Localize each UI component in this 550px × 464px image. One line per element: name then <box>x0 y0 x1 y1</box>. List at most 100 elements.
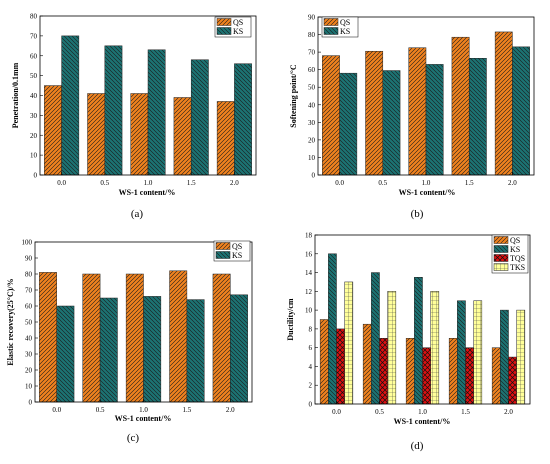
bar-ks-0.5 <box>104 45 123 176</box>
bar-ks-2.0 <box>230 294 248 403</box>
y-tick-label: 70 <box>30 32 38 40</box>
legend-swatch-ks <box>215 251 231 259</box>
bar-tks-0.5 <box>387 291 397 405</box>
x-tick-label: 1.0 <box>418 408 427 416</box>
chart-panel: 0 10 20 30 40 50 60 70 80 90 100 0.0 0.5 1.0 1.5 2.0 WS-… <box>6 239 253 444</box>
x-tick-label: 1.0 <box>422 179 431 187</box>
y-tick-label: 50 <box>30 72 38 80</box>
y-tick-label: 50 <box>25 319 33 327</box>
bar-qs-0.5 <box>365 50 384 176</box>
bar-tqs-0.5 <box>379 338 388 405</box>
y-tick-label: 8 <box>309 325 313 333</box>
y-tick-label: 20 <box>308 136 316 144</box>
x-tick-label: 1.5 <box>465 179 474 187</box>
chart-panel: 0 2 4 6 8 10 12 14 16 18 0.0 0.5 1.0 1.5 2.0 WS-1 conte… <box>286 232 531 452</box>
bar-tqs-0.0 <box>336 328 345 405</box>
x-tick-label: 0.0 <box>57 179 66 187</box>
y-tick-label: 10 <box>25 383 33 391</box>
x-tick-label: 0.0 <box>332 408 341 416</box>
y-tick-label: 80 <box>308 31 316 39</box>
x-axis-label: WS-1 content/% <box>399 188 456 197</box>
x-tick-label: 2.0 <box>230 179 239 187</box>
x-tick-label: 0.0 <box>52 406 61 414</box>
bar-ks-1.5 <box>468 58 487 176</box>
legend-label-tqs: TQS <box>510 254 525 263</box>
y-tick-label: 70 <box>308 49 316 57</box>
y-tick-label: 0 <box>34 172 38 180</box>
legend-label-tks: TKS <box>510 263 525 272</box>
legend-swatch-tqs <box>493 254 509 262</box>
bar-tks-1.5 <box>473 300 483 405</box>
x-tick-label: 0.5 <box>375 408 384 416</box>
bar-qs-1.5 <box>451 36 470 176</box>
bar-ks-0.5 <box>371 272 380 405</box>
bar-tqs-1.5 <box>465 347 474 405</box>
bar-ks-1.5 <box>186 299 205 403</box>
legend-swatch-ks <box>216 27 232 35</box>
x-tick-label: 1.5 <box>187 179 196 187</box>
y-axis-label: Penetration/0.1mm <box>11 62 20 128</box>
x-axis-label: WS-1 content/% <box>115 414 172 423</box>
bar-qs-1.5 <box>173 97 192 176</box>
y-tick-label: 100 <box>22 239 33 247</box>
bar-ks-1.5 <box>457 300 466 405</box>
x-tick-label: 0.5 <box>378 179 387 187</box>
y-tick-label: 0 <box>312 172 316 180</box>
bar-ks-0.0 <box>61 35 80 176</box>
y-tick-label: 90 <box>308 14 316 22</box>
x-tick-label: 1.5 <box>461 408 470 416</box>
bar-ks-0.5 <box>382 70 401 176</box>
legend-label-qs: QS <box>340 18 350 27</box>
y-tick-label: 70 <box>25 287 33 295</box>
y-tick-label: 80 <box>25 271 33 279</box>
y-tick-label: 60 <box>25 303 33 311</box>
bar-ks-2.0 <box>234 63 252 176</box>
y-tick-label: 40 <box>25 335 33 343</box>
legend-swatch-qs <box>215 242 231 250</box>
bar-qs-0.0 <box>39 272 57 403</box>
legend-swatch-qs <box>323 18 339 26</box>
y-tick-label: 10 <box>305 307 313 315</box>
bar-qs-2.0 <box>494 31 513 176</box>
bar-tks-2.0 <box>516 309 526 405</box>
y-tick-label: 6 <box>309 344 313 352</box>
bar-qs-2.0 <box>491 347 501 405</box>
panel-label: (c) <box>127 432 140 444</box>
bar-ks-1.5 <box>190 59 209 176</box>
chart-panel: 0 10 20 30 40 50 60 70 80 90 0.0 0.5 1.0 1.5 2.0 WS-1 c… <box>289 14 535 220</box>
legend-swatch-ks <box>493 245 509 253</box>
x-tick-label: 1.5 <box>183 406 192 414</box>
y-tick-label: 4 <box>309 363 313 371</box>
y-tick-label: 16 <box>305 250 313 258</box>
bar-tks-1.0 <box>430 291 440 405</box>
bar-qs-1.0 <box>130 93 149 176</box>
legend-label-ks: KS <box>510 245 520 254</box>
x-tick-label: 0.5 <box>100 179 109 187</box>
x-tick-label: 2.0 <box>508 179 517 187</box>
bar-ks-2.0 <box>512 46 530 176</box>
legend-swatch-qs <box>493 236 509 244</box>
y-tick-label: 50 <box>308 84 316 92</box>
legend-swatch-tks <box>493 263 509 271</box>
bar-ks-0.0 <box>339 72 358 176</box>
y-tick-label: 30 <box>25 351 33 359</box>
panel-label: (d) <box>411 440 424 452</box>
x-tick-label: 1.0 <box>139 406 148 414</box>
chart-panel: 0 10 20 30 40 50 60 70 80 0.0 0.5 1.0 1.5 2.0 WS-1 con… <box>11 13 257 220</box>
y-tick-label: 20 <box>30 132 38 140</box>
bar-qs-0.0 <box>319 319 329 405</box>
bar-ks-1.0 <box>425 64 444 176</box>
bar-qs-2.0 <box>216 101 235 176</box>
bar-ks-2.0 <box>500 309 509 405</box>
bar-qs-1.5 <box>169 270 188 403</box>
y-tick-label: 80 <box>30 13 38 21</box>
bar-qs-1.5 <box>448 338 458 405</box>
legend-swatch-ks <box>323 27 339 35</box>
legend-label-ks: KS <box>232 251 242 260</box>
bar-qs-0.5 <box>362 323 372 405</box>
y-tick-label: 40 <box>308 101 316 109</box>
bar-qs-0.5 <box>82 273 101 403</box>
